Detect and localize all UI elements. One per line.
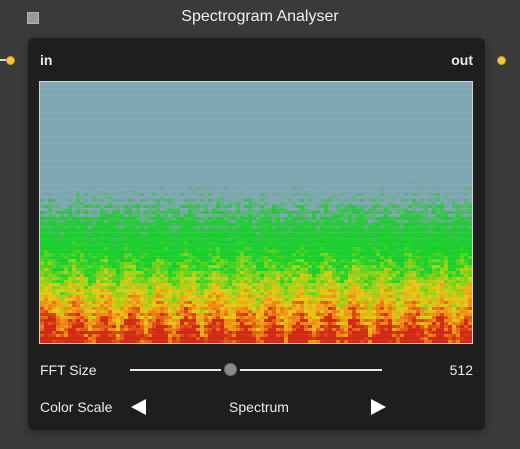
fft-size-value: 512	[449, 362, 473, 378]
node-title: Spectrogram Analyser	[181, 8, 339, 25]
node-body: in out FFT Size 512 Color Scale Spectrum	[28, 38, 485, 430]
spectrogram-image	[40, 82, 472, 343]
input-port[interactable]	[6, 56, 15, 65]
collapse-square-icon[interactable]	[27, 12, 39, 24]
output-port[interactable]	[497, 56, 506, 65]
input-port-label: in	[40, 52, 53, 68]
previous-scale-triangle-left-icon[interactable]	[129, 397, 149, 417]
input-wire	[0, 59, 7, 61]
color-scale-value: Spectrum	[229, 399, 289, 415]
color-scale-label: Color Scale	[40, 399, 113, 415]
output-port-label: out	[451, 52, 473, 68]
fft-size-slider-thumb[interactable]	[223, 363, 237, 376]
color-scale-row: Color Scale Spectrum	[28, 395, 485, 419]
node-title-bar[interactable]: Spectrogram Analyser	[0, 0, 520, 38]
spectrogram-display	[39, 81, 473, 344]
fft-size-row: FFT Size 512	[28, 358, 485, 382]
next-scale-triangle-right-icon[interactable]	[368, 397, 388, 417]
fft-size-slider-track[interactable]	[130, 369, 382, 371]
fft-size-label: FFT Size	[40, 362, 97, 378]
